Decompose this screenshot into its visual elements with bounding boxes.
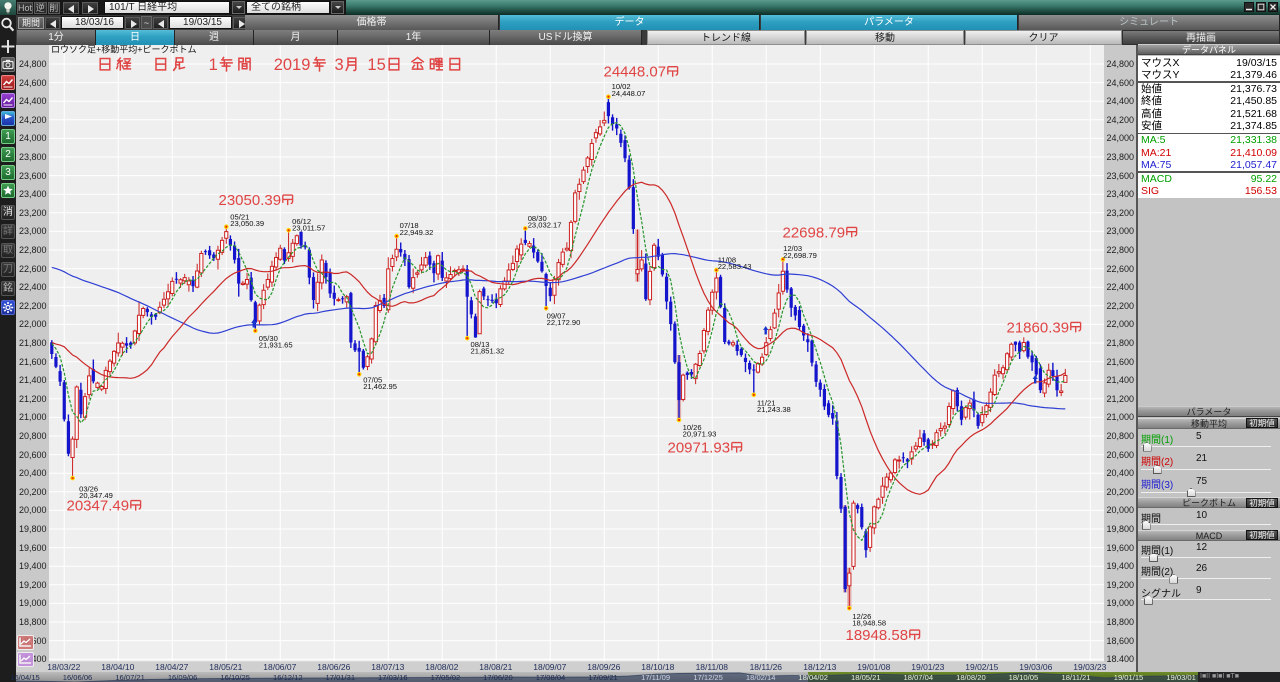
svg-text:18,948.58: 18,948.58 [852, 619, 886, 628]
svg-text:11/21: 11/21 [757, 398, 775, 407]
svg-text:21,931.65: 21,931.65 [258, 340, 292, 349]
svg-text:20,971.93: 20,971.93 [682, 430, 716, 439]
svg-text:23,032.17: 23,032.17 [527, 221, 561, 230]
svg-text:1: 1 [208, 56, 217, 74]
svg-text:11/08: 11/08 [717, 255, 735, 264]
svg-text:05/21: 05/21 [230, 212, 249, 221]
svg-text:21,462.95: 21,462.95 [363, 382, 397, 391]
svg-text:15: 15 [367, 56, 385, 74]
svg-text:22,172.90: 22,172.90 [546, 318, 580, 327]
svg-text:22,698.79: 22,698.79 [783, 251, 817, 260]
svg-text:21,851.32: 21,851.32 [470, 347, 504, 356]
svg-text:23,050.39: 23,050.39 [230, 219, 264, 228]
svg-text:10/02: 10/02 [611, 82, 630, 91]
svg-text:07/18: 07/18 [399, 221, 418, 230]
svg-text:10/26: 10/26 [682, 423, 701, 432]
svg-text:22698.79: 22698.79 [782, 224, 845, 241]
svg-text:23050.39: 23050.39 [218, 192, 281, 209]
svg-text:08/13: 08/13 [470, 340, 489, 349]
svg-text:20,347.49: 20,347.49 [79, 491, 113, 500]
svg-text:21,243.38: 21,243.38 [757, 405, 791, 414]
svg-text:22,583.43: 22,583.43 [717, 262, 751, 271]
svg-text:2019: 2019 [273, 56, 310, 74]
svg-text:09/07: 09/07 [546, 311, 565, 320]
svg-text:24,448.07: 24,448.07 [611, 89, 645, 98]
svg-text:05/30: 05/30 [258, 334, 277, 343]
svg-text:08/30: 08/30 [527, 214, 546, 223]
svg-text:07/05: 07/05 [363, 375, 382, 384]
svg-text:22,949.32: 22,949.32 [399, 228, 433, 237]
svg-text:12/03: 12/03 [783, 244, 802, 253]
svg-text:06/12: 06/12 [292, 217, 311, 226]
svg-text:21860.39: 21860.39 [1006, 319, 1069, 336]
svg-text:20347.49: 20347.49 [66, 498, 129, 515]
svg-text:12/26: 12/26 [852, 612, 871, 621]
svg-text:3: 3 [334, 56, 343, 74]
svg-text:23,011.57: 23,011.57 [292, 223, 325, 232]
svg-text:ロウソク足+移動平均+ピークボトム: ロウソク足+移動平均+ピークボトム [51, 45, 197, 54]
svg-text:20971.93: 20971.93 [667, 440, 730, 457]
svg-text:18948.58: 18948.58 [845, 627, 908, 644]
svg-text:03/26: 03/26 [79, 484, 98, 493]
svg-text:24448.07: 24448.07 [603, 64, 666, 81]
